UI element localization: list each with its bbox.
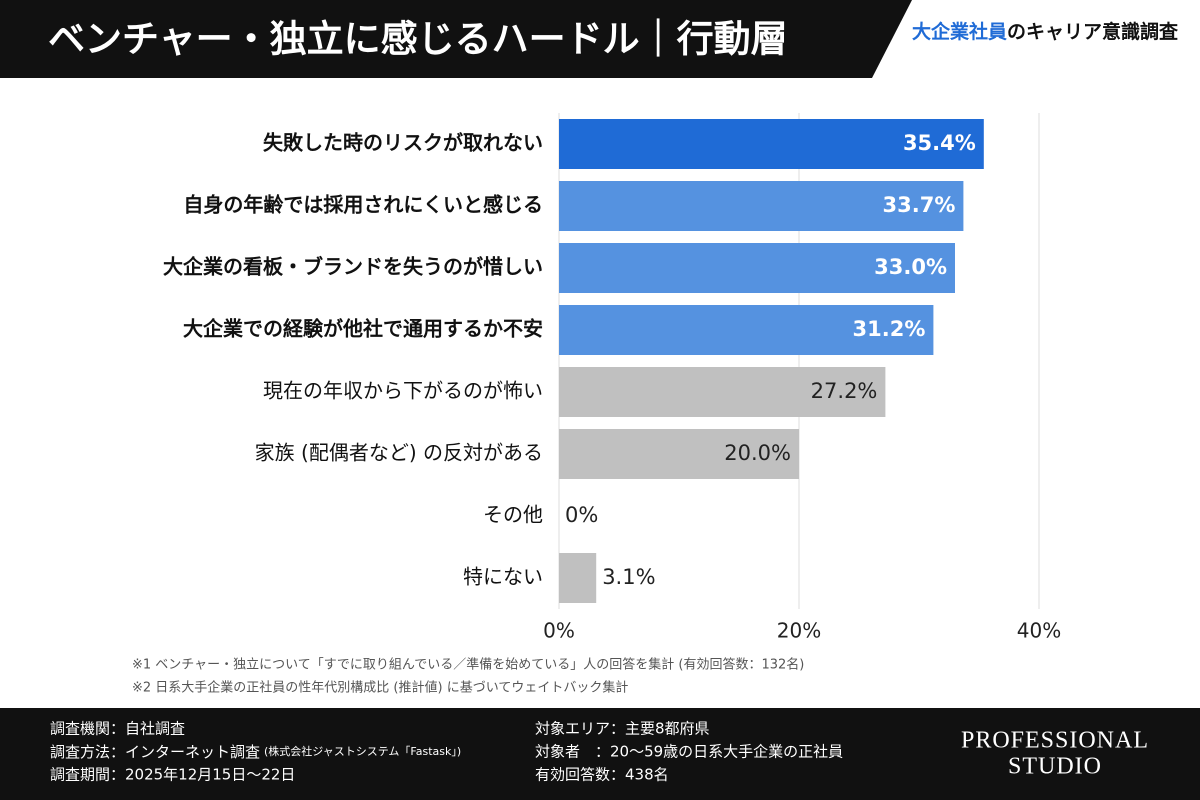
value-label: 3.1% [602,565,655,589]
category-label: 家族 (配偶者など) の反対がある [255,441,543,465]
footer-text: 調査機関：自社調査 [50,720,185,738]
footer-text: 対象者 ：20〜59歳の日系大手企業の正社員 [535,743,843,761]
value-label: 33.0% [874,255,947,279]
bar [559,367,886,417]
value-label: 0% [565,503,598,527]
category-label: その他 [483,503,543,527]
footer-text: 対象エリア：主要8都府県 [535,720,710,738]
category-label: 自身の年齢では採用されにくいと感じる [183,193,543,217]
value-label: 27.2% [811,379,878,403]
bar [559,553,597,603]
category-label: 大企業での経験が他社で通用するか不安 [183,317,543,341]
bar [559,243,955,293]
bar [559,429,799,479]
footer-text: 有効回答数：438名 [535,766,669,784]
x-tick-label: 20% [777,619,821,643]
footer-text: 調査期間：2025年12月15日〜22日 [50,766,295,784]
x-tick-label: 40% [1017,619,1061,643]
brand-highlight: 大企業社員 [912,20,1007,43]
note: ※1 ベンチャー・独立について「すでに取り組んでいる／準備を始めている」人の回答… [132,657,804,673]
footer-text: 調査方法：インターネット調査 (株式会社ジャストシステム「Fastask」) [50,743,461,761]
category-label: 現在の年収から下がるのが怖い [263,379,543,403]
value-label: 20.0% [724,441,791,465]
bar [559,181,964,231]
logo: STUDIO [1008,754,1102,780]
header-bar [0,0,912,78]
logo: PROFESSIONAL [961,728,1149,754]
footer-bar [0,708,1200,800]
brand-rest: のキャリア意識調査 [1007,20,1179,43]
brand: 大企業社員のキャリア意識調査 [912,20,1179,43]
title: ベンチャー・独立に感じるハードル｜行動層 [48,18,788,61]
value-label: 35.4% [903,131,976,155]
bar [559,305,934,355]
value-label: 33.7% [883,193,956,217]
footer-text: 調査方法：インターネット調査 [50,743,260,761]
x-tick-label: 0% [543,619,575,643]
note: ※2 日系大手企業の正社員の性年代別構成比 (推計値) に基づいてウェイトバック… [132,680,628,696]
category-label: 大企業の看板・ブランドを失うのが惜しい [163,255,543,279]
bar [559,119,984,169]
value-label: 31.2% [853,317,926,341]
plot: 0% 20% 40% 失敗した時のリスクが取れない 35.4% 自身の年齢では採用されにく… [163,113,1061,643]
category-label: 特にない [463,565,543,589]
footer-small: (株式会社ジャストシステム「Fastask」) [264,744,461,758]
category-label: 失敗した時のリスクが取れない [263,131,543,155]
